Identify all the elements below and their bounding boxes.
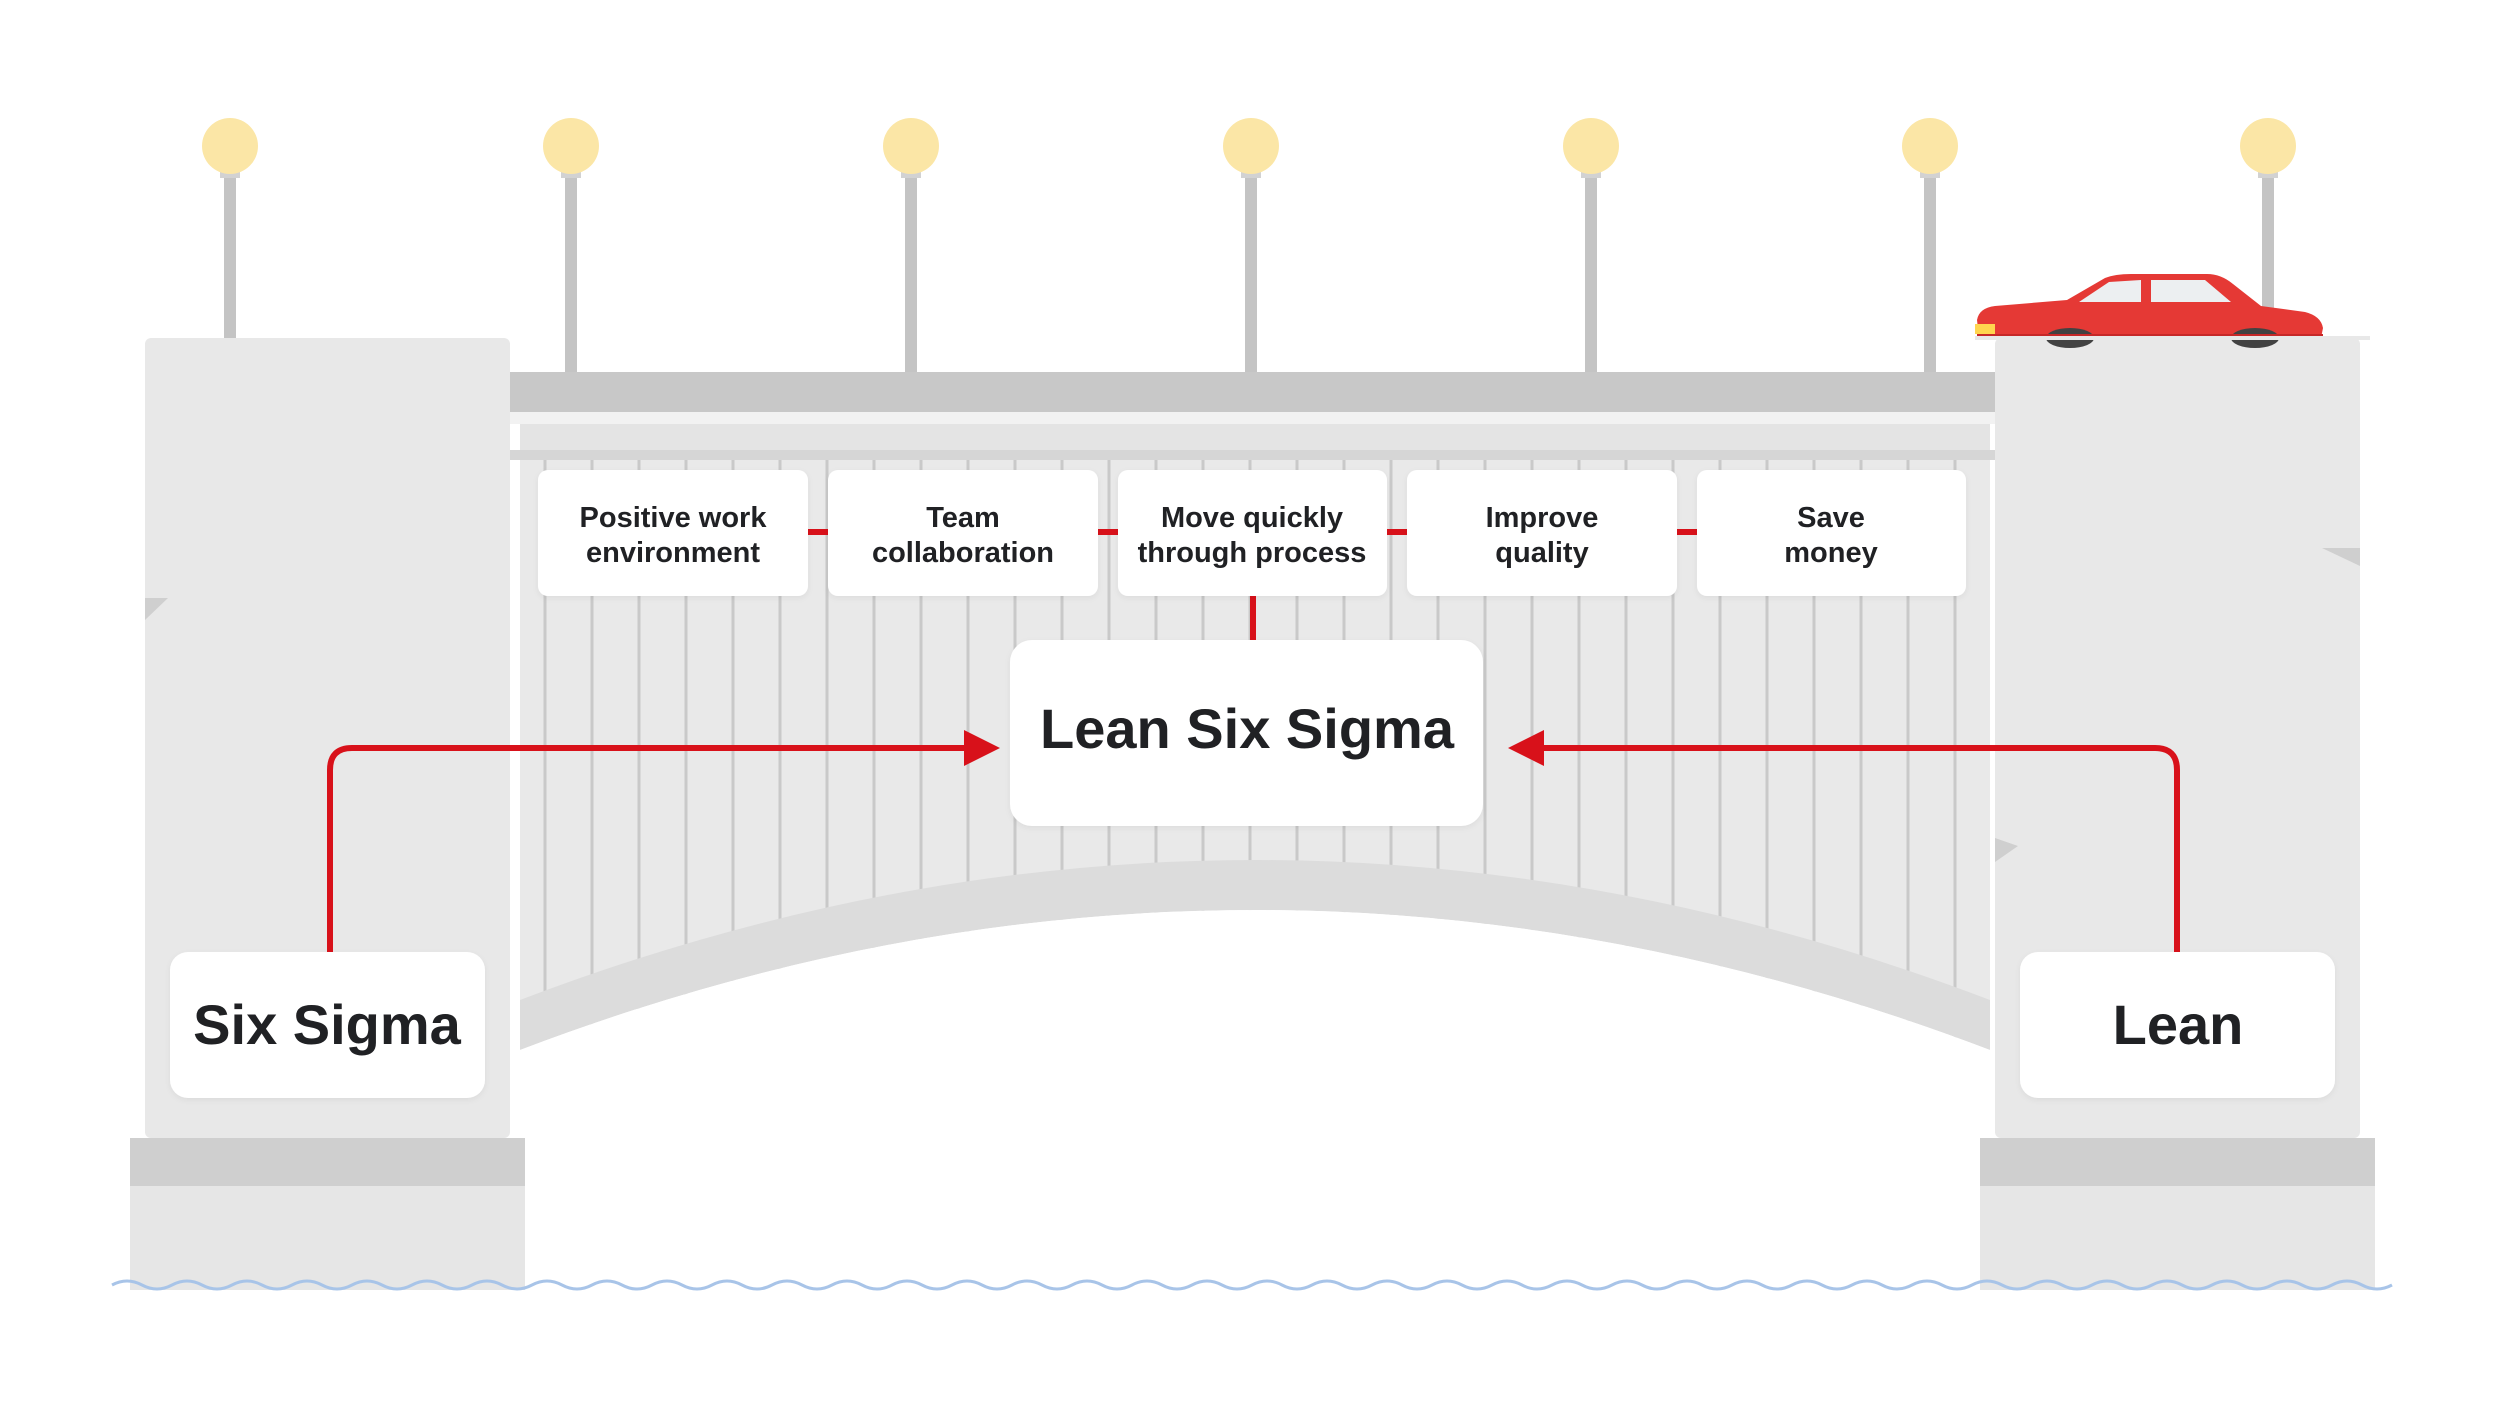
lean-connector [1538, 745, 2180, 952]
lamp-post-icon [1902, 118, 1958, 372]
lamp-post-icon [543, 118, 599, 372]
six-sigma-box: Six Sigma [170, 952, 485, 1098]
lean-box: Lean [2020, 952, 2335, 1098]
lamp-post-icon [202, 118, 258, 338]
benefit-3-line1: Move quickly [1161, 502, 1343, 534]
benefit-box-1: Positive work environment [538, 470, 808, 596]
benefit-1-line1: Positive work [580, 502, 768, 534]
benefit-4-line1: Improve [1486, 502, 1599, 534]
right-pillar [1980, 338, 2375, 1290]
benefit-box-3: Move quickly through process [1118, 470, 1387, 596]
six-sigma-connector [327, 745, 970, 952]
benefit-box-2: Team collaboration [828, 470, 1098, 596]
lamp-post-icon [1223, 118, 1279, 372]
lamp-post-icon [883, 118, 939, 372]
six-sigma-label: Six Sigma [193, 993, 462, 1056]
benefit-4-line2: quality [1495, 537, 1588, 569]
benefit-2-line1: Team [926, 502, 1000, 534]
benefit-3-line2: through process [1138, 537, 1367, 569]
connectors [327, 529, 2180, 952]
lamp-posts [202, 118, 2296, 372]
lamp-post-icon [1563, 118, 1619, 372]
arrow-to-lean-six-sigma-right [1508, 730, 1544, 766]
lean-six-sigma-label: Lean Six Sigma [1040, 697, 1455, 760]
car-road [1975, 336, 2370, 340]
lamp-post-icon [2240, 118, 2296, 338]
benefit-1-line2: environment [586, 537, 760, 569]
benefit-5-line2: money [1784, 537, 1877, 569]
benefit-box-5: Save money [1697, 470, 1966, 596]
benefit-5-line1: Save [1797, 502, 1865, 534]
lean-label: Lean [2113, 993, 2244, 1056]
lean-six-sigma-box: Lean Six Sigma [1010, 640, 1483, 826]
left-pillar [130, 338, 525, 1290]
benefit-2-line2: collaboration [872, 537, 1054, 569]
water-wave-icon [111, 1279, 2393, 1291]
benefit-box-4: Improve quality [1407, 470, 1677, 596]
arrow-to-lean-six-sigma-left [964, 730, 1000, 766]
